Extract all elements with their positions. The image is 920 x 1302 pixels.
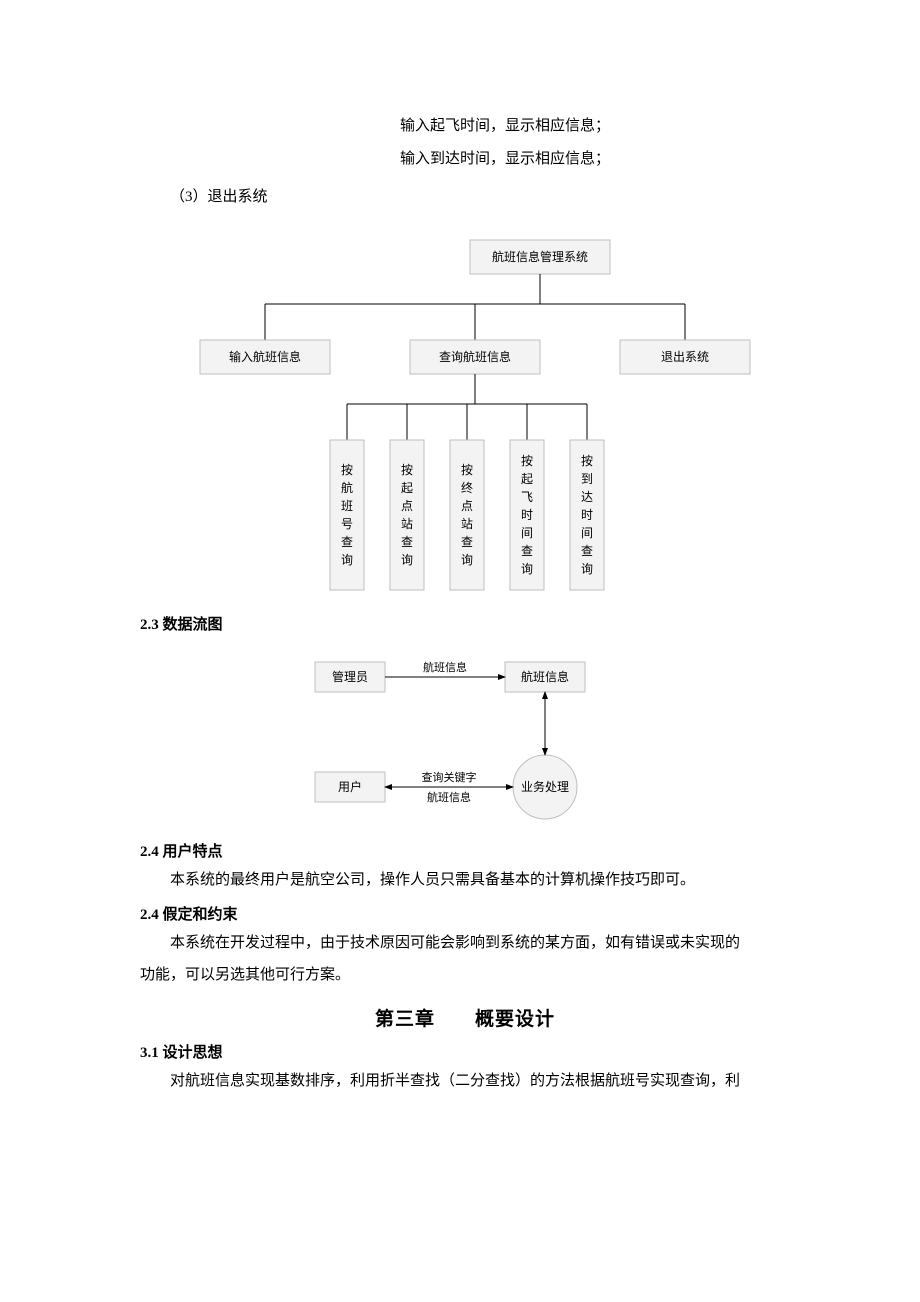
svg-text:终: 终: [461, 480, 473, 495]
heading-2-4b-txt: 假定和约束: [163, 907, 238, 923]
heading-3-1-txt: 设计思想: [163, 1045, 223, 1061]
data-flow-diagram: 管理员航班信息用户业务处理航班信息查询关键字航班信息: [140, 642, 790, 832]
svg-text:询: 询: [341, 553, 353, 567]
svg-text:用户: 用户: [338, 779, 362, 794]
svg-text:查: 查: [521, 544, 533, 558]
dfd-svg: 管理员航班信息用户业务处理航班信息查询关键字航班信息: [285, 642, 645, 832]
svg-text:站: 站: [401, 517, 413, 531]
intro-item-3: （3）退出系统: [170, 182, 790, 212]
svg-text:飞: 飞: [521, 490, 533, 504]
heading-2-4b: 2.4 假定和约束: [140, 903, 790, 924]
intro-line-1: 输入起飞时间，显示相应信息；: [400, 110, 790, 143]
heading-2-3-txt: 数据流图: [163, 617, 223, 633]
heading-2-4a: 2.4 用户特点: [140, 840, 790, 861]
svg-text:按: 按: [581, 454, 593, 468]
intro-line-2: 输入到达时间，显示相应信息；: [400, 143, 790, 176]
svg-text:询: 询: [581, 562, 593, 576]
body-2-4b-2: 功能，可以另选其他可行方案。: [140, 960, 790, 990]
svg-text:到: 到: [581, 472, 593, 486]
body-2-4b-1: 本系统在开发过程中，由于技术原因可能会影响到系统的某方面，如有错误或未实现的: [140, 928, 790, 958]
body-2-4a: 本系统的最终用户是航空公司，操作人员只需具备基本的计算机操作技巧即可。: [140, 865, 790, 895]
svg-text:询: 询: [401, 553, 413, 567]
svg-text:按: 按: [461, 463, 473, 477]
svg-text:查: 查: [461, 535, 473, 549]
svg-text:按: 按: [401, 463, 413, 477]
svg-text:查: 查: [581, 544, 593, 558]
heading-2-4a-num: 2.4: [140, 844, 159, 860]
body-3-1: 对航班信息实现基数排序，利用折半查找（二分查找）的方法根据航班号实现查询，利: [140, 1066, 790, 1096]
svg-text:输入航班信息: 输入航班信息: [229, 349, 301, 364]
svg-text:航: 航: [341, 480, 353, 495]
svg-text:查: 查: [401, 535, 413, 549]
svg-text:达: 达: [581, 490, 593, 504]
svg-text:时: 时: [521, 508, 533, 522]
svg-text:查询航班信息: 查询航班信息: [439, 349, 511, 364]
svg-text:询: 询: [461, 553, 473, 567]
svg-text:退出系统: 退出系统: [661, 350, 709, 364]
heading-3-1-num: 3.1: [140, 1045, 159, 1061]
svg-text:航班信息: 航班信息: [423, 660, 467, 674]
heading-3-1: 3.1 设计思想: [140, 1041, 790, 1062]
svg-text:查: 查: [341, 535, 353, 549]
svg-text:按: 按: [521, 454, 533, 468]
svg-text:查询关键字: 查询关键字: [422, 770, 477, 784]
heading-2-3-num: 2.3: [140, 617, 159, 633]
svg-text:站: 站: [461, 517, 473, 531]
svg-text:按: 按: [341, 463, 353, 477]
svg-text:管理员: 管理员: [332, 669, 368, 684]
svg-text:号: 号: [341, 517, 353, 531]
svg-text:班: 班: [341, 499, 353, 513]
heading-2-3: 2.3 数据流图: [140, 613, 790, 634]
svg-text:间: 间: [581, 526, 593, 540]
svg-text:航班信息: 航班信息: [521, 669, 569, 684]
heading-2-4b-num: 2.4: [140, 907, 159, 923]
function-tree-diagram: 航班信息管理系统输入航班信息查询航班信息退出系统按航班号查询按起点站查询按终点站…: [140, 220, 790, 605]
document-page: 输入起飞时间，显示相应信息； 输入到达时间，显示相应信息； （3）退出系统 航班…: [0, 0, 920, 1158]
svg-text:业务处理: 业务处理: [521, 779, 569, 794]
svg-text:点: 点: [461, 499, 473, 513]
svg-text:间: 间: [521, 526, 533, 540]
svg-text:起: 起: [401, 481, 413, 495]
tree-svg: 航班信息管理系统输入航班信息查询航班信息退出系统按航班号查询按起点站查询按终点站…: [140, 220, 790, 605]
svg-text:航班信息: 航班信息: [427, 790, 471, 804]
heading-2-4a-txt: 用户特点: [163, 844, 223, 860]
chapter-3-title: 第三章 概要设计: [140, 1004, 790, 1031]
svg-text:点: 点: [401, 499, 413, 513]
svg-text:起: 起: [521, 472, 533, 486]
svg-text:询: 询: [521, 562, 533, 576]
svg-text:航班信息管理系统: 航班信息管理系统: [492, 249, 588, 264]
svg-text:时: 时: [581, 508, 593, 522]
